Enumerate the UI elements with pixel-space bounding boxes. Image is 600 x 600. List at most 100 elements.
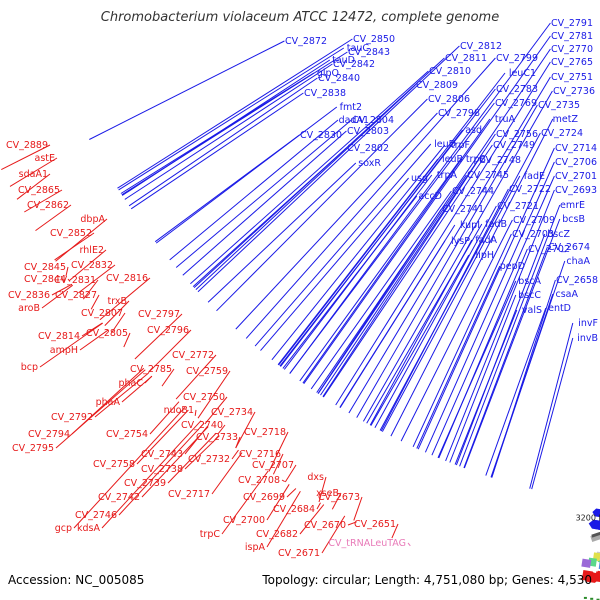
gene-label-reverse: CV_2816 <box>106 273 148 284</box>
leader-line-reverse <box>268 431 289 472</box>
leader-line-reverse <box>161 368 175 387</box>
leader-line-forward <box>529 322 574 489</box>
gene-label-reverse: CV_2794 <box>28 429 70 440</box>
gene-label-reverse: gcp <box>55 523 72 534</box>
leader-line-forward <box>322 159 479 397</box>
gene-label-forward: asd <box>465 125 482 136</box>
gene-label-forward: soxR <box>358 158 381 169</box>
gene-label-forward: CV_2804 <box>352 115 394 126</box>
gene-label-forward: CV_2850 <box>353 34 395 45</box>
gene-label-forward: truA <box>495 114 516 125</box>
gene-label-forward: CV_2722 <box>509 184 551 195</box>
leader-line-reverse <box>266 490 301 548</box>
leader-line-reverse <box>55 218 108 262</box>
gene-label-forward: kupI <box>460 220 480 231</box>
leader-line-forward <box>128 77 318 207</box>
gene-label-forward: emrE <box>560 200 585 211</box>
gene-label-forward: pepD <box>500 261 525 272</box>
leader-line-forward <box>130 92 304 210</box>
gene-label-forward: entD <box>548 303 571 314</box>
gene-label-forward: CV_2751 <box>551 72 593 83</box>
leader-line-reverse <box>272 453 284 475</box>
leader-line-forward <box>437 280 517 459</box>
gene-label-forward: CV_2748 <box>479 155 521 166</box>
gene-label-forward: CV_2806 <box>428 94 470 105</box>
gene-label-forward: CV_2701 <box>555 171 597 182</box>
gene-label-forward: bscZ <box>547 229 570 240</box>
leader-line-reverse <box>39 322 103 368</box>
gene-label-reverse: CV_2797 <box>138 309 180 320</box>
leader-line-trna <box>407 542 411 547</box>
leader-line-forward <box>485 307 547 476</box>
gene-label-reverse: CV_2805 <box>86 328 128 339</box>
leader-line-forward <box>335 61 551 406</box>
leader-line-forward <box>370 254 470 426</box>
leader-line-forward <box>424 161 555 453</box>
gene-label-forward: CV_2714 <box>555 143 597 154</box>
gene-label-reverse: CV_2746 <box>75 510 117 521</box>
gene-label-forward: CV_2693 <box>555 185 597 196</box>
leader-line-reverse <box>54 232 95 261</box>
gene-label-forward: trpB <box>466 154 486 165</box>
leader-line-forward <box>417 147 555 450</box>
gene-label-reverse: CV_2852 <box>50 228 92 239</box>
gene-label-reverse: CV_2699 <box>243 492 285 503</box>
leader-line-reverse <box>321 515 346 554</box>
leader-line-reverse <box>147 329 192 374</box>
gene-label-reverse: CV_2844 <box>24 274 66 285</box>
leader-line-reverse <box>316 502 321 510</box>
gene-label-reverse: CV_2827 <box>55 290 97 301</box>
gene-labels: CV_2791 CV_2781 CV_2770 CV_2765 CV_2751 CV_27… <box>6 18 598 559</box>
gene-label-forward: trpF <box>451 140 470 151</box>
forward-gene-arrow <box>588 519 600 530</box>
gene-label-reverse: CV_2738 <box>141 464 183 475</box>
leader-line-reverse <box>347 521 357 526</box>
gene-label-reverse: CV_2742 <box>98 492 140 503</box>
leader-line-forward <box>289 102 495 374</box>
leader-line-reverse <box>134 313 183 360</box>
leader-line-forward <box>117 38 353 189</box>
gene-label-forward: CV_2702 <box>528 244 570 255</box>
gene-label-forward: chaA <box>566 256 590 267</box>
gene-label-forward: fadA <box>475 235 497 246</box>
leader-line-forward <box>155 106 338 244</box>
leader-line-reverse <box>266 484 290 521</box>
gene-label-reverse: CV_2732 <box>188 454 230 465</box>
leader-line-reverse <box>149 401 180 435</box>
leader-line-forward <box>379 132 541 431</box>
gene-label-reverse: nuoB1 <box>164 405 194 416</box>
leader-line-reverse <box>235 411 256 449</box>
leader-line-forward <box>322 144 493 398</box>
forward-gene-arrow <box>592 508 600 518</box>
leader-line-reverse <box>41 284 73 309</box>
gene-label-forward: tauC <box>347 43 370 54</box>
gene-label-forward: bscC <box>518 290 541 301</box>
leader-line-forward <box>235 112 438 330</box>
leader-line-forward <box>120 72 315 194</box>
leader-line-reverse <box>141 426 209 498</box>
leader-line-forward <box>369 239 473 426</box>
leader-line-reverse <box>217 424 226 435</box>
gene-label-reverse: CV_2707 <box>252 460 294 471</box>
gc-marker <box>596 598 600 600</box>
gene-label-reverse: CV_2759 <box>186 366 228 377</box>
gene-label-forward: metZ <box>553 114 579 125</box>
leader-line-forward <box>412 233 512 448</box>
gene-label-forward: leuB <box>442 154 463 165</box>
gene-label-forward: usg <box>411 173 428 184</box>
gene-label-forward: accD <box>418 191 442 202</box>
gene-label-reverse: CV_2717 <box>168 489 210 500</box>
gene-label-reverse: CV_2682 <box>256 529 298 540</box>
reverse-gene-arrow <box>581 570 597 582</box>
leader-line-forward <box>303 35 551 384</box>
gene-label-reverse: ispA <box>245 542 266 553</box>
leader-line-forward <box>416 265 501 449</box>
leader-line-reverse <box>65 266 69 277</box>
gene-label-reverse: CV_2845 <box>24 262 66 273</box>
gc-marker <box>590 597 594 600</box>
leader-line-reverse <box>121 375 153 403</box>
gene-label-reverse: CV_2651 <box>354 519 396 530</box>
leader-line-forward <box>531 337 574 490</box>
leader-line-reverse <box>78 264 116 294</box>
gene-label-reverse: CV_2671 <box>278 548 320 559</box>
